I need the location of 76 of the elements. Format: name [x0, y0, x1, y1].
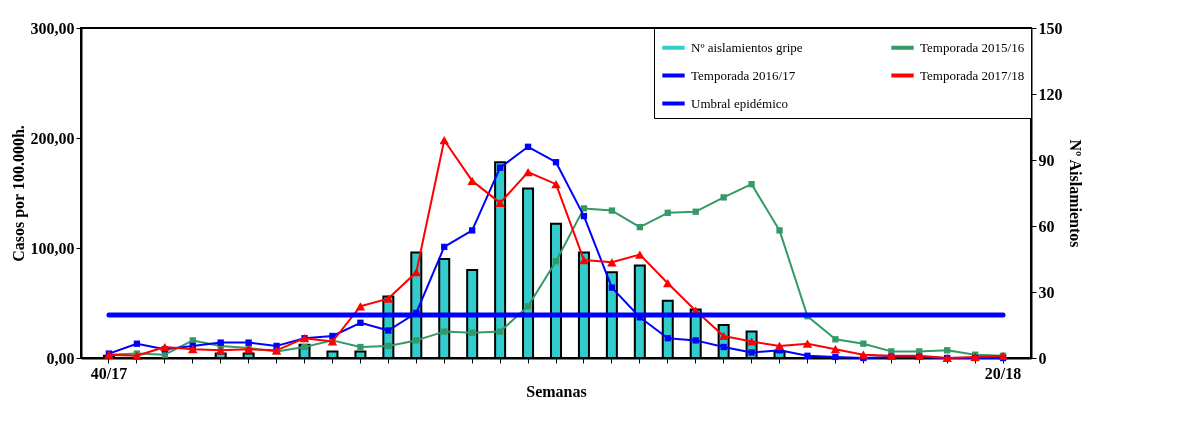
point [496, 164, 504, 171]
y2-tick-label: 90 [1038, 151, 1055, 169]
x-axis-title: Semanas [526, 382, 587, 400]
point [720, 194, 727, 201]
point [357, 343, 364, 351]
point [607, 258, 617, 267]
point [411, 268, 422, 277]
y-tick-label: 100,00 [30, 239, 75, 257]
point [858, 350, 869, 359]
point [804, 352, 811, 359]
x-tick-label: 40/17 [90, 364, 128, 382]
point [663, 279, 673, 288]
point [523, 167, 533, 177]
point [467, 176, 477, 186]
legend-label: Umbral epidémico [691, 95, 789, 111]
point [692, 337, 699, 344]
point [524, 303, 532, 310]
point [552, 258, 560, 265]
point [636, 223, 643, 231]
legend-label: Temporada 2016/17 [691, 67, 796, 83]
point [469, 227, 476, 234]
legend-label: Temporada 2017/18 [920, 67, 1025, 83]
point [802, 339, 813, 348]
point [383, 294, 394, 303]
y2-tick-label: 30 [1038, 283, 1055, 301]
point [495, 198, 505, 208]
y-tick-label: 300,00 [30, 19, 75, 37]
y2-tick-label: 0 [1038, 349, 1047, 367]
x-tick-label: 20/18 [984, 364, 1022, 382]
legend-label: Nº aislamientos gripe [691, 39, 803, 55]
point [579, 255, 589, 265]
point [385, 327, 392, 334]
point [524, 143, 532, 150]
point [664, 335, 671, 342]
point [608, 284, 616, 291]
point [552, 159, 560, 166]
point [413, 337, 420, 344]
point [217, 339, 224, 346]
point [160, 342, 170, 352]
point [635, 250, 645, 259]
point [496, 328, 504, 335]
legend-label: Temporada 2015/16 [920, 39, 1025, 55]
point [188, 345, 198, 354]
point [357, 319, 364, 326]
point [832, 336, 839, 343]
point [774, 341, 785, 351]
point [832, 353, 839, 361]
y-tick-label: 0,00 [46, 349, 75, 367]
y2-tick-label: 60 [1038, 217, 1055, 235]
point [245, 339, 252, 346]
y2-tick-label: 120 [1038, 85, 1063, 103]
point [551, 180, 561, 189]
point [469, 329, 476, 336]
point [355, 302, 366, 311]
y2-axis-title: Nº Aislamientos [1066, 139, 1084, 248]
y-axis-title: Casos por 100.000h. [9, 125, 28, 262]
point [215, 346, 226, 355]
point [776, 227, 783, 234]
point [748, 349, 755, 356]
point [692, 208, 699, 215]
y-tick-label: 200,00 [30, 129, 75, 147]
point [439, 136, 449, 145]
point [664, 209, 671, 216]
point [580, 205, 588, 212]
point [133, 340, 141, 347]
point [944, 347, 951, 354]
point [441, 328, 448, 335]
point [385, 342, 392, 350]
point [860, 340, 867, 347]
point [608, 207, 616, 214]
point [580, 212, 588, 220]
point [441, 243, 448, 251]
y2-tick-label: 150 [1038, 19, 1063, 37]
point [720, 343, 727, 351]
point [830, 345, 841, 354]
point [748, 181, 755, 188]
